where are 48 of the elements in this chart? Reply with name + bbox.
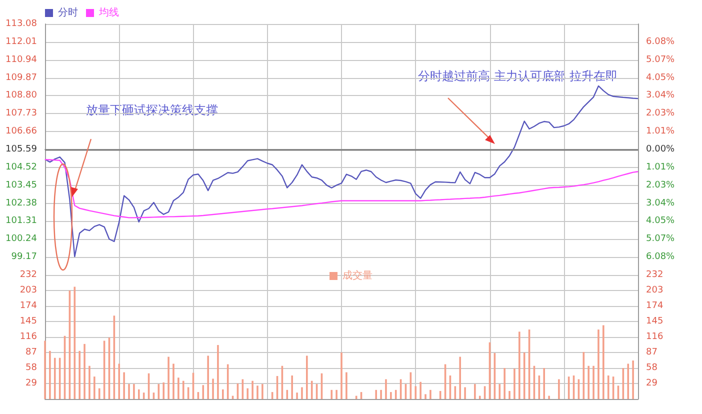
y2-tick-label: 29: [646, 378, 658, 388]
y2-tick-label: 6.08%: [646, 252, 676, 262]
y2-tick-label: 6.08%: [646, 36, 676, 47]
y-tick-label: 101.31: [6, 216, 37, 226]
y2-tick-label: 1.01%: [646, 126, 676, 137]
y-tick-label: 174: [20, 301, 38, 311]
y-tick-label: 106.66: [6, 126, 38, 137]
y-tick-label: 108.80: [6, 90, 38, 101]
legend-label: 成交量: [342, 270, 372, 282]
y2-tick-label: 4.05%: [646, 216, 676, 226]
y2-tick-label: 145: [646, 316, 664, 326]
y2-tick-label: 203: [646, 286, 664, 296]
y2-tick-label: 4.05%: [646, 72, 676, 83]
y-tick-label: 58: [26, 363, 38, 373]
y-tick-label: 99.17: [11, 252, 37, 262]
y-tick-label: 203: [20, 286, 37, 296]
line-series: [44, 85, 639, 258]
y2-tick-label: 2.03%: [646, 108, 676, 119]
line-series: [44, 158, 639, 218]
y2-tick-label: 2.03%: [646, 180, 676, 190]
y-tick-label: 109.87: [6, 72, 37, 83]
y-tick-label: 145: [20, 316, 37, 326]
y-tick-label: 104.52: [6, 162, 37, 172]
y2-tick-label: 3.04%: [646, 198, 676, 208]
y-tick-label: 100.24: [6, 234, 38, 244]
y2-tick-label: 58: [646, 363, 658, 373]
y-tick-label: 112.01: [6, 36, 37, 47]
y2-tick-label: 116: [646, 332, 664, 342]
y-tick-label: 110.94: [6, 54, 38, 65]
y-tick-label: 116: [20, 332, 38, 342]
y-tick-label: 105.59: [6, 144, 38, 154]
legend-label: 分时: [58, 6, 78, 18]
y2-tick-label: 0.00%: [646, 144, 676, 154]
y-tick-label: 107.73: [6, 108, 37, 119]
y2-tick-label: 1.01%: [646, 162, 676, 172]
y2-tick-label: 5.07%: [646, 54, 676, 65]
y2-tick-label: 174: [646, 301, 664, 311]
y2-tick-label: 87: [646, 348, 658, 358]
y2-tick-label: 3.04%: [646, 90, 676, 101]
y2-tick-label: 232: [646, 270, 664, 280]
y-tick-label: 87: [26, 348, 37, 358]
legend-label: 均线: [98, 6, 119, 18]
y-tick-label: 232: [20, 270, 37, 280]
y-tick-label: 113.08: [6, 19, 38, 29]
y2-tick-label: 5.07%: [646, 234, 676, 244]
y-tick-label: 102.38: [6, 198, 38, 208]
y-tick-label: 103.45: [6, 180, 37, 190]
y-tick-label: 29: [26, 378, 38, 388]
